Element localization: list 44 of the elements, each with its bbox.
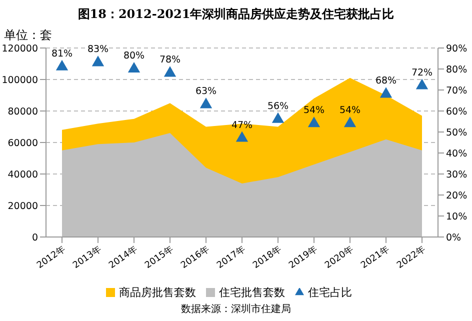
point <box>56 60 68 70</box>
y-tick-label: 80000 <box>8 106 38 118</box>
point <box>128 62 140 73</box>
point <box>200 98 212 108</box>
y2-tick-label: 20% <box>446 190 468 202</box>
y2-tick-label: 50% <box>446 127 468 138</box>
y-tick-label: 0 <box>32 232 38 244</box>
point <box>272 112 284 123</box>
data-label: 63% <box>195 86 217 98</box>
data-label: 83% <box>87 44 109 56</box>
y-tick-label: 20000 <box>8 200 38 212</box>
legend-label: 商品房批售套数 <box>119 286 196 299</box>
legend-label: 住宅占比 <box>308 286 352 299</box>
data-label: 56% <box>267 100 289 112</box>
data-label: 80% <box>123 50 145 62</box>
data-label: 72% <box>411 67 433 78</box>
y-tick-label: 100000 <box>2 74 38 86</box>
y2-tick-label: 70% <box>446 85 468 96</box>
data-label: 78% <box>159 54 181 66</box>
y2-tick-label: 90% <box>446 43 468 54</box>
data-label: 68% <box>375 76 397 87</box>
y-tick-label: 120000 <box>2 43 38 54</box>
data-label: 54% <box>303 105 325 116</box>
point <box>92 56 104 66</box>
y-axis-title: 单位：套 <box>4 27 52 44</box>
chart-title: 图18：2012-2021年深圳商品房供应走势及住宅获批占比 <box>76 6 396 23</box>
point <box>236 131 248 142</box>
point <box>344 116 356 128</box>
point <box>164 66 176 77</box>
y2-tick-label: 30% <box>446 169 468 180</box>
data-label: 54% <box>339 105 361 116</box>
point <box>416 78 428 90</box>
y2-tick-label: 80% <box>446 64 468 76</box>
y2-tick-label: 0% <box>446 232 462 244</box>
point <box>308 116 320 128</box>
y2-tick-label: 40% <box>446 148 468 160</box>
legend-label: 住宅批售套数 <box>219 286 285 299</box>
y2-tick-label: 10% <box>446 211 468 222</box>
y2-tick-label: 60% <box>446 106 468 118</box>
y-tick-label: 40000 <box>8 169 38 180</box>
y-tick-label: 60000 <box>8 138 38 149</box>
data-label: 81% <box>51 48 73 60</box>
point <box>380 87 392 98</box>
source-note: 数据来源：深圳市住建局 <box>180 302 292 316</box>
